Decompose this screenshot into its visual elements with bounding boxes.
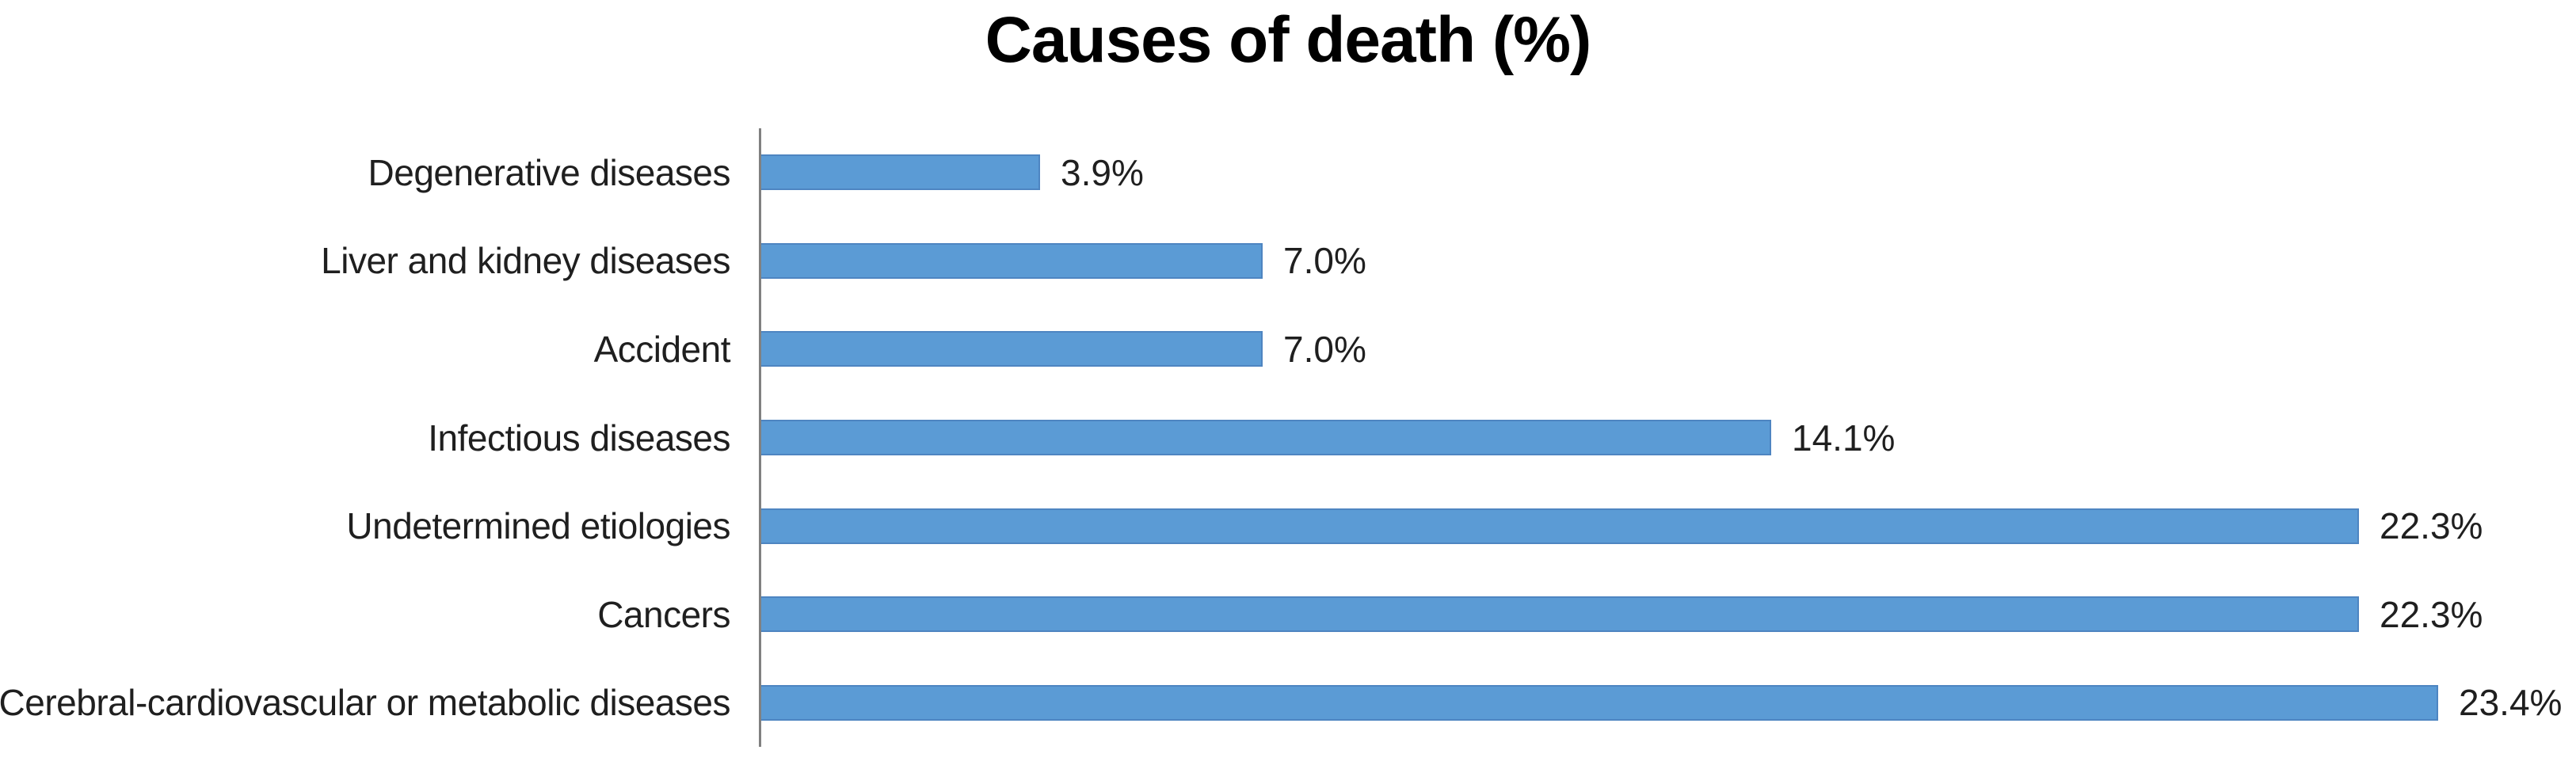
chart-row: Liver and kidney diseases 7.0% (0, 217, 2576, 306)
category-label: Undetermined etiologies (346, 505, 730, 547)
bar (760, 508, 2359, 544)
chart-title: Causes of death (%) (985, 4, 1592, 76)
plot-area: Degenerative diseases 3.9% Liver and kidne… (0, 128, 2576, 747)
y-axis-line (759, 128, 761, 747)
chart-row: Cerebral-cardiovascular or metabolic dis… (0, 658, 2576, 747)
bar-rows: Degenerative diseases 3.9% Liver and kidne… (0, 128, 2576, 747)
chart-row: Infectious diseases 14.1% (0, 394, 2576, 482)
category-label: Cerebral-cardiovascular or metabolic dis… (0, 682, 731, 724)
value-label: 23.4% (2459, 682, 2563, 724)
category-label: Degenerative diseases (368, 151, 731, 193)
category-label: Accident (593, 328, 731, 370)
value-label: 3.9% (1061, 151, 1144, 193)
value-label: 22.3% (2380, 593, 2483, 635)
category-label: Infectious diseases (428, 417, 730, 459)
value-label: 7.0% (1283, 240, 1366, 282)
bar (760, 154, 1040, 191)
chart-row: Degenerative diseases 3.9% (0, 128, 2576, 217)
bar (760, 331, 1263, 367)
bar (760, 684, 2438, 721)
bar (760, 420, 1771, 456)
value-label: 22.3% (2380, 505, 2483, 547)
chart-row: Cancers 22.3% (0, 570, 2576, 659)
chart-row: Accident 7.0% (0, 305, 2576, 394)
category-label: Cancers (597, 593, 730, 635)
value-label: 7.0% (1283, 328, 1366, 370)
value-label: 14.1% (1792, 417, 1896, 459)
bar (760, 596, 2359, 633)
chart-row: Undetermined etiologies 22.3% (0, 482, 2576, 570)
bar (760, 242, 1263, 279)
category-label: Liver and kidney diseases (321, 240, 730, 282)
